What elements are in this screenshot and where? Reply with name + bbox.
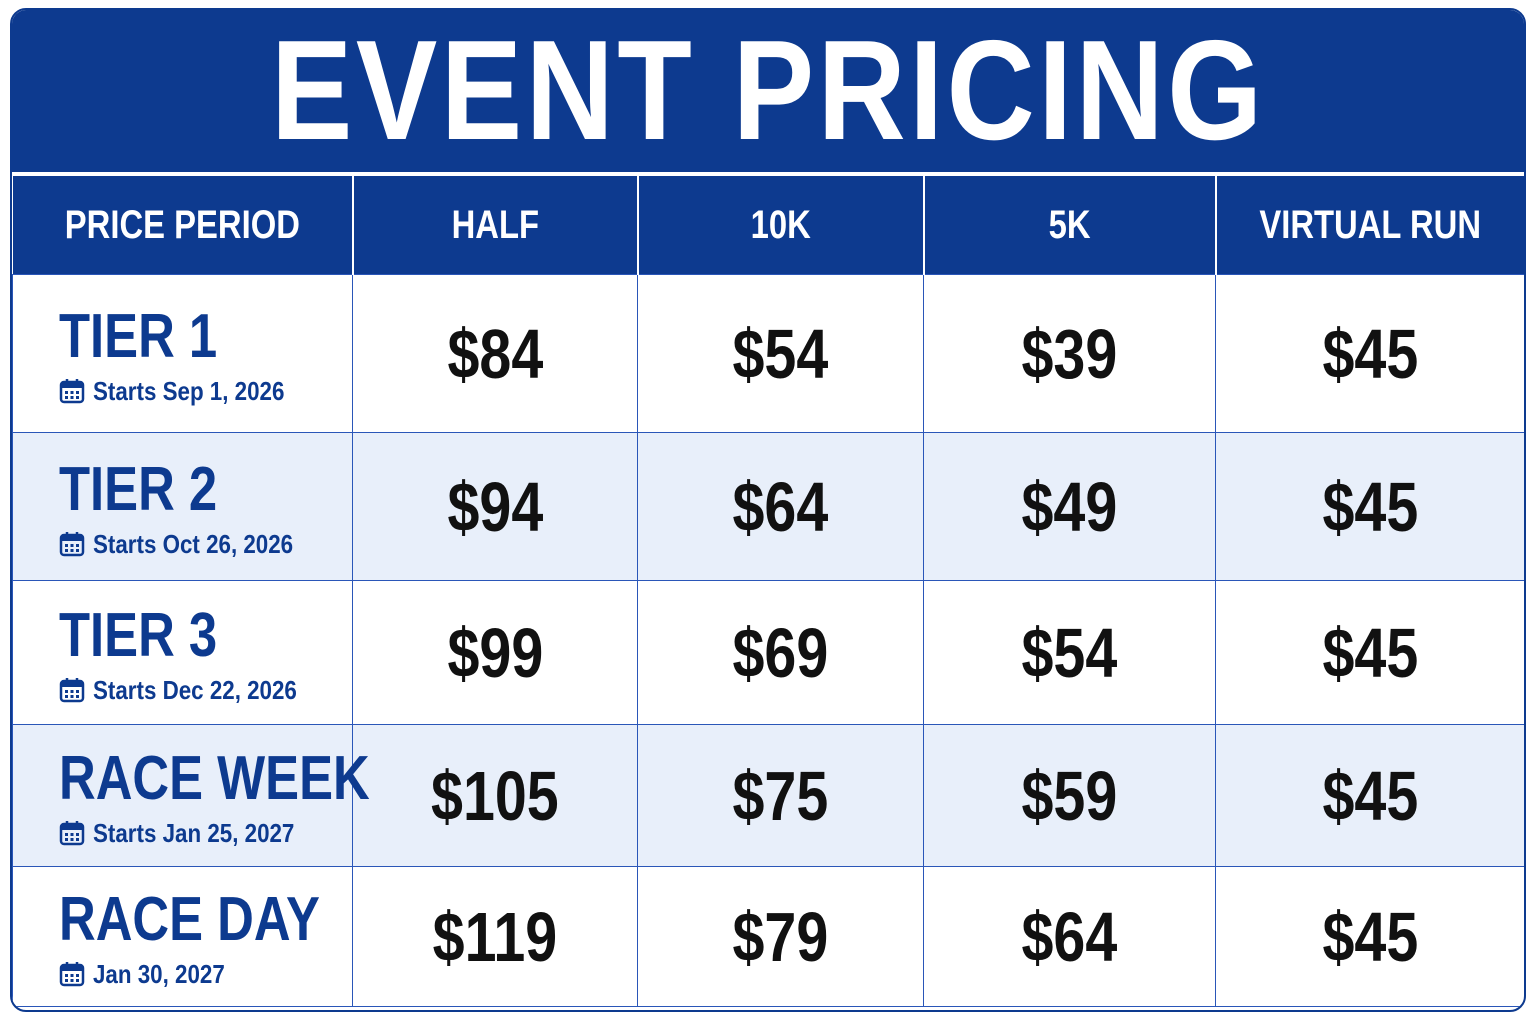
period-cell: TIER 2 Starts Oct 26, 2026 xyxy=(12,432,353,581)
period-cell: TIER 3 Starts Dec 22, 2026 xyxy=(12,580,353,725)
table-row: RACE DAY Jan 30, 2027 $119 $79 $64 $45 xyxy=(12,866,1524,1007)
price: $119 xyxy=(432,897,558,976)
period-date: Starts Sep 1, 2026 xyxy=(59,376,352,407)
header-text: HALF xyxy=(451,202,539,247)
period-label: RACE WEEK xyxy=(59,743,370,813)
table-row: TIER 3 Starts Dec 22, 2026 $99 $69 $54 $45 xyxy=(12,580,1524,725)
price-cell: $105 xyxy=(352,724,638,867)
table-row: TIER 2 Starts Oct 26, 2026 $94 $64 $49 $45 xyxy=(12,432,1524,581)
price-cell: $64 xyxy=(923,866,1216,1007)
price: $39 xyxy=(1021,314,1118,393)
period-label: TIER 3 xyxy=(59,600,218,670)
calendar-icon xyxy=(59,379,85,404)
period-cell: RACE DAY Jan 30, 2027 xyxy=(12,866,353,1007)
header-row: PRICE PERIOD HALF 10K 5K VIRTUAL RUN xyxy=(12,176,1524,275)
calendar-icon xyxy=(59,821,85,846)
price: $84 xyxy=(447,314,543,393)
price: $49 xyxy=(1021,467,1118,546)
price: $45 xyxy=(1322,467,1418,546)
price-cell: $94 xyxy=(352,432,638,581)
price: $45 xyxy=(1322,756,1418,835)
title: EVENT PRICING xyxy=(270,11,1266,170)
period-date: Starts Jan 25, 2027 xyxy=(59,818,352,849)
price-cell: $54 xyxy=(923,580,1216,725)
price: $99 xyxy=(447,613,543,692)
price: $45 xyxy=(1322,613,1418,692)
price-cell: $59 xyxy=(923,724,1216,867)
price: $69 xyxy=(732,613,829,692)
table-row: TIER 1 Starts Sep 1, 2026 $84 $54 $39 $45 xyxy=(12,274,1524,433)
price-cell: $39 xyxy=(923,274,1216,433)
date-text: Starts Jan 25, 2027 xyxy=(93,817,295,848)
calendar-icon xyxy=(59,678,85,703)
calendar-icon xyxy=(59,962,85,987)
period-date: Starts Oct 26, 2026 xyxy=(59,529,352,560)
price-cell: $45 xyxy=(1215,866,1524,1007)
price-cell: $69 xyxy=(637,580,924,725)
price-cell: $64 xyxy=(637,432,924,581)
pricing-table: PRICE PERIOD HALF 10K 5K VIRTUAL RUN TIER 1 S… xyxy=(12,176,1524,1007)
price-cell: $54 xyxy=(637,274,924,433)
header-cell: 5K xyxy=(922,176,1216,275)
date-text: Starts Sep 1, 2026 xyxy=(93,375,285,406)
price-cell: $45 xyxy=(1215,724,1524,867)
price-cell: $45 xyxy=(1215,580,1524,725)
price-cell: $84 xyxy=(352,274,638,433)
date-text: Starts Oct 26, 2026 xyxy=(93,528,294,559)
price-cell: $99 xyxy=(352,580,638,725)
price: $59 xyxy=(1021,756,1118,835)
price: $45 xyxy=(1322,897,1418,976)
header-text: 10K xyxy=(750,202,811,247)
pricing-card: EVENT PRICING PRICE PERIOD HALF 10K 5K VIRTU… xyxy=(10,8,1526,1012)
price: $75 xyxy=(732,756,829,835)
price: $105 xyxy=(431,756,559,835)
period-label: TIER 2 xyxy=(59,454,218,524)
calendar-icon xyxy=(59,532,85,557)
header-text: 5K xyxy=(1048,202,1091,247)
table-row: RACE WEEK Starts Jan 25, 2027 $105 $75 $59 $4… xyxy=(12,724,1524,867)
header-text: PRICE PERIOD xyxy=(64,202,300,247)
period-label: RACE DAY xyxy=(59,884,320,954)
price-cell: $119 xyxy=(352,866,638,1007)
price-cell: $79 xyxy=(637,866,924,1007)
price: $64 xyxy=(1021,897,1118,976)
price: $54 xyxy=(1021,613,1118,692)
date-text: Jan 30, 2027 xyxy=(93,958,225,989)
period-date: Starts Dec 22, 2026 xyxy=(59,675,352,706)
price: $94 xyxy=(447,467,543,546)
header-cell: PRICE PERIOD xyxy=(12,176,353,275)
period-cell: RACE WEEK Starts Jan 25, 2027 xyxy=(12,724,370,867)
price-cell: $75 xyxy=(637,724,924,867)
price-cell: $45 xyxy=(1215,274,1524,433)
period-cell: TIER 1 Starts Sep 1, 2026 xyxy=(12,274,353,433)
header-cell: 10K xyxy=(636,176,924,275)
header-text: VIRTUAL RUN xyxy=(1259,202,1482,247)
table-body: TIER 1 Starts Sep 1, 2026 $84 $54 $39 $45 TIER… xyxy=(12,274,1524,1007)
period-label: TIER 1 xyxy=(59,301,218,371)
price: $64 xyxy=(732,467,829,546)
price-cell: $49 xyxy=(923,432,1216,581)
price: $54 xyxy=(732,314,829,393)
price: $45 xyxy=(1322,314,1418,393)
period-date: Jan 30, 2027 xyxy=(59,959,352,990)
price: $79 xyxy=(732,897,829,976)
header-cell: VIRTUAL RUN xyxy=(1214,176,1524,275)
title-bar: EVENT PRICING xyxy=(12,10,1524,176)
price-cell: $45 xyxy=(1215,432,1524,581)
date-text: Starts Dec 22, 2026 xyxy=(93,674,297,705)
header-cell: HALF xyxy=(351,176,638,275)
